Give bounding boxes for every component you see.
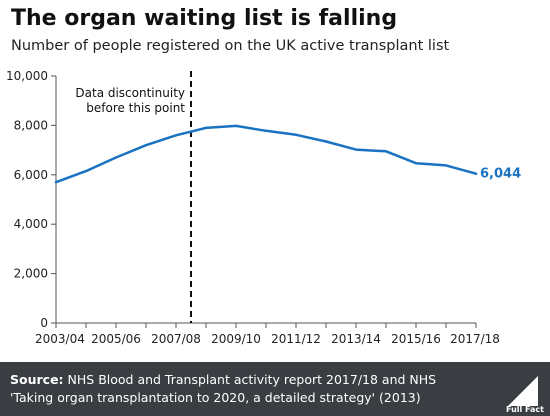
x-tick-label: 2017/18: [450, 332, 500, 346]
y-tick-label: 6,000: [14, 168, 48, 182]
line-chart: 0 2,000 4,000 6,000 8,000 10,000 2003/04 2005/0…: [6, 69, 521, 346]
source-text: NHS Blood and Transplant activity report…: [10, 372, 437, 405]
x-tick-label: 2003/04: [35, 332, 85, 346]
data-point: [414, 161, 418, 165]
x-tick-label: 2009/10: [211, 332, 261, 346]
data-point: [354, 148, 358, 151]
x-tick-label: 2005/06: [91, 332, 141, 346]
y-tick-label: 0: [40, 316, 48, 330]
data-point: [144, 143, 148, 147]
data-point: [324, 140, 328, 143]
x-tick-label: 2013/14: [331, 332, 381, 346]
series-line: [54, 124, 478, 184]
y-tick-label: 4,000: [14, 217, 48, 231]
footer: Source: NHS Blood and Transplant activit…: [0, 362, 550, 416]
logo-icon: [508, 376, 538, 406]
data-point: [384, 150, 388, 153]
data-point: [444, 164, 448, 167]
end-value-label: 6,044: [480, 167, 521, 182]
chart-title: The organ waiting list is falling: [11, 6, 398, 31]
chart-subtitle: Number of people registered on the UK ac…: [11, 38, 450, 54]
data-point: [294, 133, 298, 136]
data-point: [54, 181, 58, 184]
data-point: [84, 169, 88, 173]
source-note: Source: NHS Blood and Transplant activit…: [10, 371, 480, 407]
data-point: [204, 126, 208, 130]
y-tick-label: 10,000: [6, 69, 48, 83]
y-tick-label: 2,000: [14, 267, 48, 281]
x-tick-label: 2007/08: [151, 332, 201, 346]
y-tick-label: 8,000: [14, 118, 48, 132]
source-label: Source:: [10, 372, 64, 387]
data-point: [234, 124, 238, 128]
annotation-line-1: Data discontinuity: [75, 86, 185, 100]
data-point: [114, 156, 118, 159]
x-tick-label: 2011/12: [271, 332, 321, 346]
data-point: [474, 172, 478, 175]
data-point: [174, 134, 178, 137]
annotation-line-2: before this point: [86, 101, 185, 115]
full-fact-logo: Full Fact: [498, 370, 544, 414]
logo-text: Full Fact: [506, 405, 544, 414]
x-tick-label: 2015/16: [391, 332, 441, 346]
data-point: [264, 129, 268, 133]
